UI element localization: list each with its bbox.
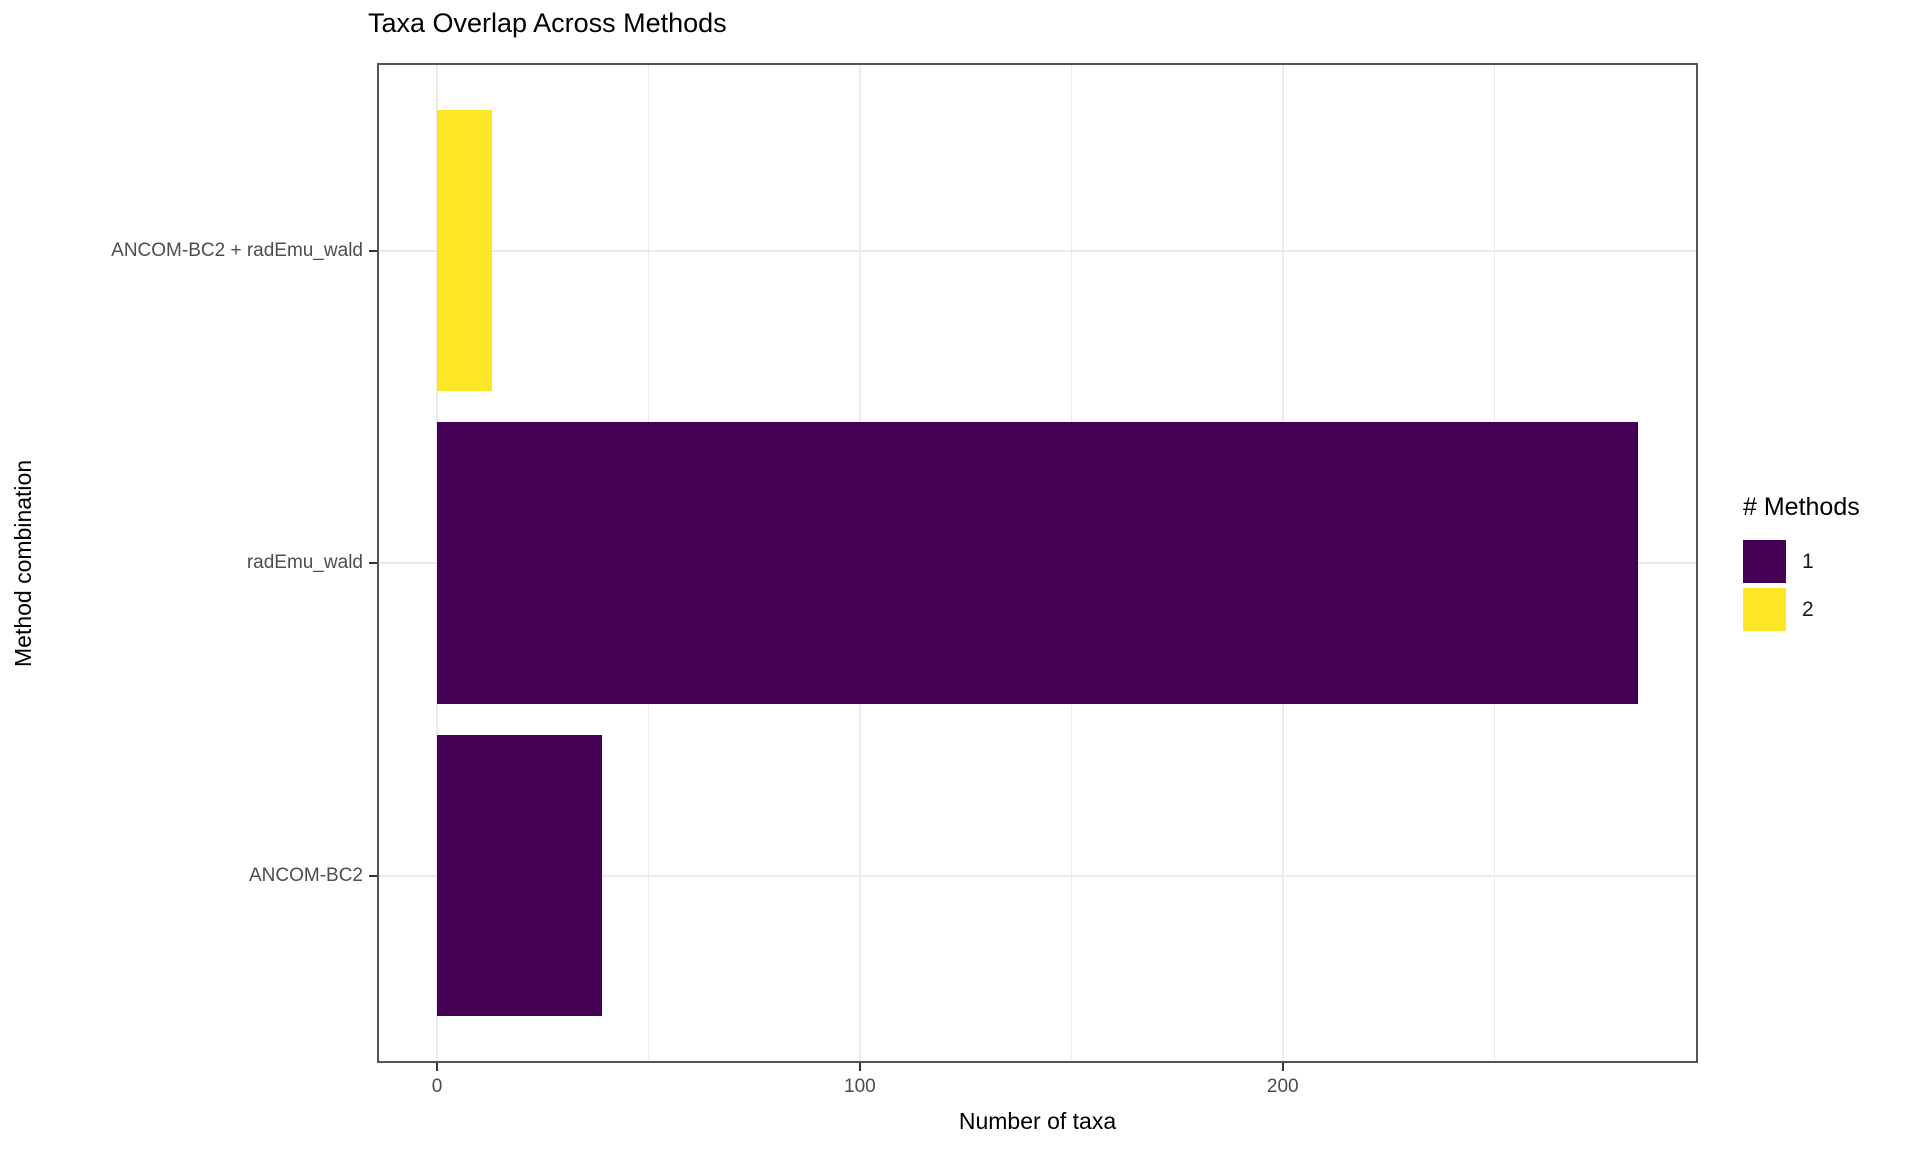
y-tick-label: ANCOM-BC2 + radEmu_wald xyxy=(111,239,363,261)
y-tick-mark xyxy=(369,249,377,252)
bar-ANCOM-BC2-radEmu-wald xyxy=(437,109,492,392)
legend-entry: 1 xyxy=(1743,540,1860,583)
bar-radEmu-wald xyxy=(437,422,1638,704)
x-tick-label: 200 xyxy=(1266,1076,1299,1097)
x-tick-label: 100 xyxy=(844,1076,876,1097)
gridline-major-y xyxy=(377,874,1698,877)
gridline-major-y xyxy=(377,249,1698,252)
legend-swatch xyxy=(1743,588,1786,631)
x-axis-title: Number of taxa xyxy=(958,1108,1117,1134)
legend-label: 1 xyxy=(1802,549,1814,573)
x-tick-mark xyxy=(1281,1063,1284,1071)
legend-swatch xyxy=(1743,540,1786,583)
legend-title: # Methods xyxy=(1743,493,1860,521)
x-tick-label: 0 xyxy=(431,1076,443,1097)
x-tick-mark xyxy=(858,1063,861,1071)
bar-ANCOM-BC2 xyxy=(437,734,602,1017)
legend-entry: 2 xyxy=(1743,588,1860,631)
y-tick-label: radEmu_wald xyxy=(246,552,363,573)
y-tick-mark xyxy=(369,874,377,877)
x-tick-mark xyxy=(436,1063,439,1071)
y-tick-mark xyxy=(369,562,377,564)
y-tick-label: ANCOM-BC2 xyxy=(248,864,363,886)
legend-label: 2 xyxy=(1802,597,1814,621)
plot-title: Taxa Overlap Across Methods xyxy=(368,8,727,38)
